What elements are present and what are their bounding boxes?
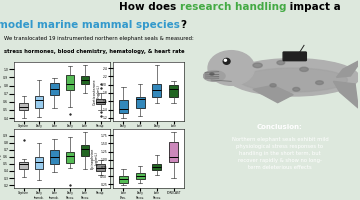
Ellipse shape	[316, 81, 323, 85]
PathPatch shape	[136, 97, 145, 108]
Ellipse shape	[293, 87, 300, 91]
PathPatch shape	[35, 157, 43, 169]
Ellipse shape	[203, 71, 225, 81]
Ellipse shape	[239, 68, 347, 92]
Y-axis label: Epinephrine
(pg/mL): Epinephrine (pg/mL)	[90, 148, 99, 169]
Text: model marine mammal species: model marine mammal species	[0, 20, 180, 30]
Text: impact a: impact a	[286, 2, 341, 12]
Text: We translocated 19 instrumented northern elephant seals & measured:: We translocated 19 instrumented northern…	[4, 36, 194, 41]
Text: Conclusion:: Conclusion:	[257, 124, 303, 130]
Ellipse shape	[300, 67, 308, 71]
PathPatch shape	[50, 150, 59, 164]
Text: How does: How does	[119, 2, 180, 12]
Ellipse shape	[277, 61, 285, 65]
PathPatch shape	[96, 99, 105, 104]
PathPatch shape	[50, 83, 59, 95]
Y-axis label: ACTH (pg/mL): ACTH (pg/mL)	[0, 146, 2, 171]
PathPatch shape	[169, 85, 178, 97]
Polygon shape	[337, 59, 360, 77]
Text: Northern elephant seals exhibit mild
physiological stress responses to
handling : Northern elephant seals exhibit mild phy…	[231, 137, 328, 170]
PathPatch shape	[66, 152, 74, 163]
Ellipse shape	[270, 84, 276, 87]
PathPatch shape	[136, 173, 145, 179]
Text: stress hormones, blood chemistry, hematology, & heart rate: stress hormones, blood chemistry, hemato…	[4, 49, 185, 54]
PathPatch shape	[19, 103, 28, 110]
PathPatch shape	[169, 142, 178, 162]
Polygon shape	[333, 81, 358, 108]
Y-axis label: Cortisol (ng/mL): Cortisol (ng/mL)	[0, 77, 2, 106]
PathPatch shape	[152, 84, 161, 97]
Ellipse shape	[228, 59, 359, 96]
Ellipse shape	[210, 73, 214, 75]
PathPatch shape	[152, 164, 161, 170]
PathPatch shape	[119, 100, 128, 113]
Circle shape	[224, 59, 226, 61]
PathPatch shape	[35, 96, 43, 108]
PathPatch shape	[81, 145, 89, 156]
Ellipse shape	[208, 51, 255, 85]
Polygon shape	[253, 85, 293, 103]
FancyBboxPatch shape	[283, 52, 306, 61]
Y-axis label: Corticosterone
(ng/mL): Corticosterone (ng/mL)	[92, 78, 101, 105]
PathPatch shape	[96, 164, 105, 171]
Text: research handling: research handling	[180, 2, 287, 12]
PathPatch shape	[66, 75, 74, 90]
Circle shape	[223, 58, 230, 64]
PathPatch shape	[119, 176, 128, 183]
Ellipse shape	[253, 63, 262, 68]
Text: ?: ?	[180, 20, 186, 30]
PathPatch shape	[19, 162, 28, 169]
PathPatch shape	[81, 76, 89, 84]
